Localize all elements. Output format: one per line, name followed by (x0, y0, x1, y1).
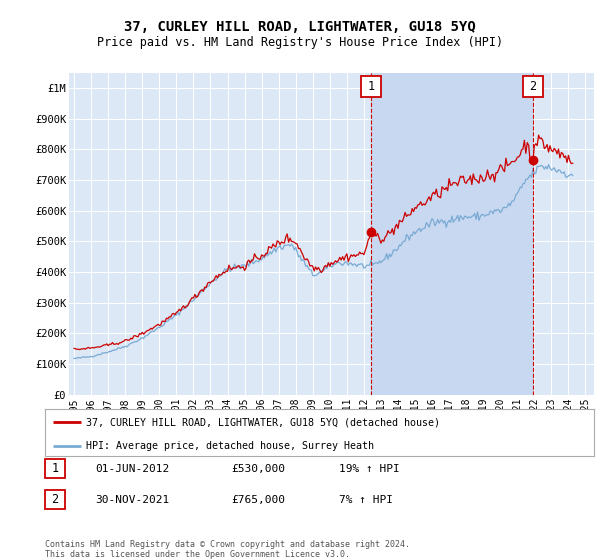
Text: £530,000: £530,000 (231, 464, 285, 474)
Text: 2: 2 (529, 80, 536, 93)
Text: Price paid vs. HM Land Registry's House Price Index (HPI): Price paid vs. HM Land Registry's House … (97, 36, 503, 49)
Text: 7% ↑ HPI: 7% ↑ HPI (339, 494, 393, 505)
Text: 30-NOV-2021: 30-NOV-2021 (95, 494, 169, 505)
Text: 1: 1 (52, 462, 58, 475)
Text: 01-JUN-2012: 01-JUN-2012 (95, 464, 169, 474)
Text: 37, CURLEY HILL ROAD, LIGHTWATER, GU18 5YQ (detached house): 37, CURLEY HILL ROAD, LIGHTWATER, GU18 5… (86, 417, 440, 427)
Text: £765,000: £765,000 (231, 494, 285, 505)
Text: 2: 2 (52, 493, 58, 506)
Text: HPI: Average price, detached house, Surrey Heath: HPI: Average price, detached house, Surr… (86, 441, 374, 451)
Text: 19% ↑ HPI: 19% ↑ HPI (339, 464, 400, 474)
Text: Contains HM Land Registry data © Crown copyright and database right 2024.
This d: Contains HM Land Registry data © Crown c… (45, 540, 410, 559)
Bar (371, 73, 533, 395)
Text: 1: 1 (367, 80, 374, 93)
Text: 37, CURLEY HILL ROAD, LIGHTWATER, GU18 5YQ: 37, CURLEY HILL ROAD, LIGHTWATER, GU18 5… (124, 20, 476, 34)
